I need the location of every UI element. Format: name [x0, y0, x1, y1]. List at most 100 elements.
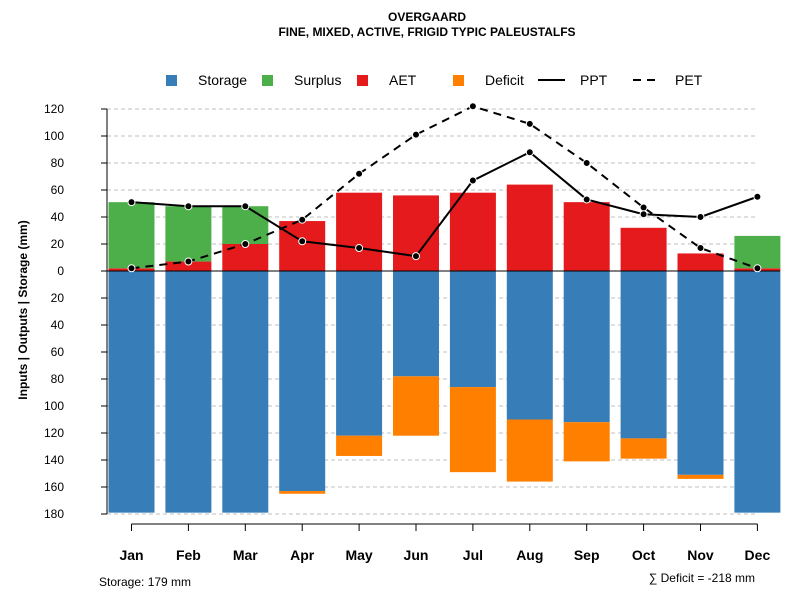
- ppt-point: [582, 195, 591, 204]
- pet-point: [582, 159, 591, 167]
- storage-bar: [165, 271, 212, 513]
- pet-point: [412, 130, 420, 139]
- storage-bar: [108, 271, 155, 513]
- aet-legend-label: AET: [389, 72, 417, 88]
- y-tick-label: 180: [44, 507, 64, 521]
- y-tick-label: 40: [51, 210, 65, 224]
- ppt-point: [241, 202, 250, 211]
- ppt-point: [127, 198, 136, 207]
- pet-point: [696, 244, 705, 253]
- ppt-point: [525, 148, 534, 157]
- x-tick-label: Mar: [233, 547, 258, 563]
- aet-legend-swatch: [357, 75, 368, 86]
- x-tick-label: Jul: [463, 547, 483, 563]
- storage-bar: [563, 271, 610, 423]
- pet-line: [131, 105, 758, 270]
- ppt-line: [131, 151, 758, 258]
- storage-bar: [620, 271, 667, 439]
- y-tick-label: 160: [44, 480, 64, 494]
- storage-legend-label: Storage: [198, 72, 247, 88]
- pet-point: [298, 215, 307, 224]
- pet-point: [241, 240, 250, 248]
- surplus-bar: [222, 206, 269, 244]
- chart-subtitle: FINE, MIXED, ACTIVE, FRIGID TYPIC PALEUS…: [278, 25, 575, 39]
- y-tick-label: 0: [57, 264, 64, 278]
- y-axis: 120 100 80 60 40 20 0 20 40 60 80 100 120 140 160 180: [44, 102, 108, 521]
- x-tick-label: Aug: [516, 547, 543, 563]
- storage-legend-swatch: [166, 75, 177, 86]
- surplus-bar: [108, 202, 155, 269]
- x-tick-label: Jan: [119, 547, 143, 563]
- ppt-point: [355, 244, 364, 253]
- x-tick-label: Feb: [176, 547, 201, 563]
- legend: Storage Surplus AET Deficit PPT PET: [166, 72, 703, 88]
- deficit-legend-swatch: [453, 75, 464, 86]
- deficit-bar: [393, 376, 439, 436]
- x-tick-label: May: [345, 547, 372, 563]
- aet-bar: [165, 261, 212, 271]
- x-tick-label: Jun: [404, 547, 429, 563]
- storage-bar: [449, 271, 496, 388]
- deficit-bar: [563, 422, 610, 462]
- x-tick-label: Apr: [290, 547, 315, 563]
- surplus-legend-swatch: [262, 75, 273, 86]
- pet-legend-label: PET: [675, 72, 703, 88]
- storage-bar: [279, 271, 326, 492]
- aet-bar: [336, 192, 383, 271]
- deficit-bar: [279, 491, 326, 494]
- ppt-point: [298, 237, 307, 246]
- pet-point: [525, 119, 534, 128]
- x-tick-label: Oct: [632, 547, 656, 563]
- x-tick-label: Sep: [574, 547, 600, 563]
- y-tick-label: 100: [44, 129, 64, 143]
- y-tick-label: 60: [51, 345, 65, 359]
- deficit-bar: [449, 387, 496, 473]
- aet-bar: [449, 192, 496, 271]
- pet-point: [639, 203, 648, 212]
- deficit-bar: [336, 435, 383, 456]
- deficit-legend-label: Deficit: [485, 72, 524, 88]
- y-tick-label: 120: [44, 102, 64, 116]
- bars: [108, 184, 781, 513]
- ppt-point: [468, 176, 477, 185]
- deficit-footnote: ∑ Deficit = -218 mm: [649, 571, 755, 585]
- pet-point: [355, 169, 364, 178]
- storage-bar: [222, 271, 269, 513]
- storage-bar: [734, 271, 781, 513]
- y-tick-label: 20: [51, 291, 65, 305]
- x-tick-label: Nov: [687, 547, 714, 563]
- ppt-point: [639, 210, 648, 219]
- y-tick-label: 120: [44, 426, 64, 440]
- y-tick-label: 80: [51, 156, 65, 170]
- ppt-point: [696, 213, 705, 221]
- storage-bar: [677, 271, 724, 475]
- y-tick-label: 80: [51, 372, 65, 386]
- x-tick-label: Dec: [745, 547, 771, 563]
- deficit-bar: [677, 474, 724, 479]
- y-tick-label: 60: [51, 183, 65, 197]
- ppt-point: [412, 252, 420, 261]
- y-tick-label: 140: [44, 453, 64, 467]
- y-tick-label: 20: [51, 237, 65, 251]
- deficit-bar: [620, 438, 667, 459]
- pet-point: [753, 264, 762, 273]
- pet-point: [468, 102, 477, 111]
- storage-bar: [506, 271, 553, 420]
- ppt-point: [184, 202, 193, 211]
- ppt-point: [753, 192, 762, 201]
- pet-point: [184, 257, 193, 266]
- aet-bar: [677, 253, 724, 271]
- x-axis: Jan Feb Mar Apr May Jun Jul Aug Sep Oct Nov Dec: [119, 523, 771, 563]
- deficit-bar: [506, 419, 553, 482]
- aet-bar: [620, 227, 667, 271]
- chart-title: OVERGAARD: [388, 10, 466, 24]
- y-axis-label: Inputs | Outputs | Storage (mm): [16, 220, 30, 399]
- aet-bar: [506, 184, 553, 271]
- y-tick-label: 40: [51, 318, 65, 332]
- surplus-bar: [734, 235, 781, 269]
- pet-point: [127, 264, 136, 273]
- ppt-legend-label: PPT: [580, 72, 608, 88]
- surplus-legend-label: Surplus: [294, 72, 341, 88]
- storage-footnote: Storage: 179 mm: [99, 575, 191, 589]
